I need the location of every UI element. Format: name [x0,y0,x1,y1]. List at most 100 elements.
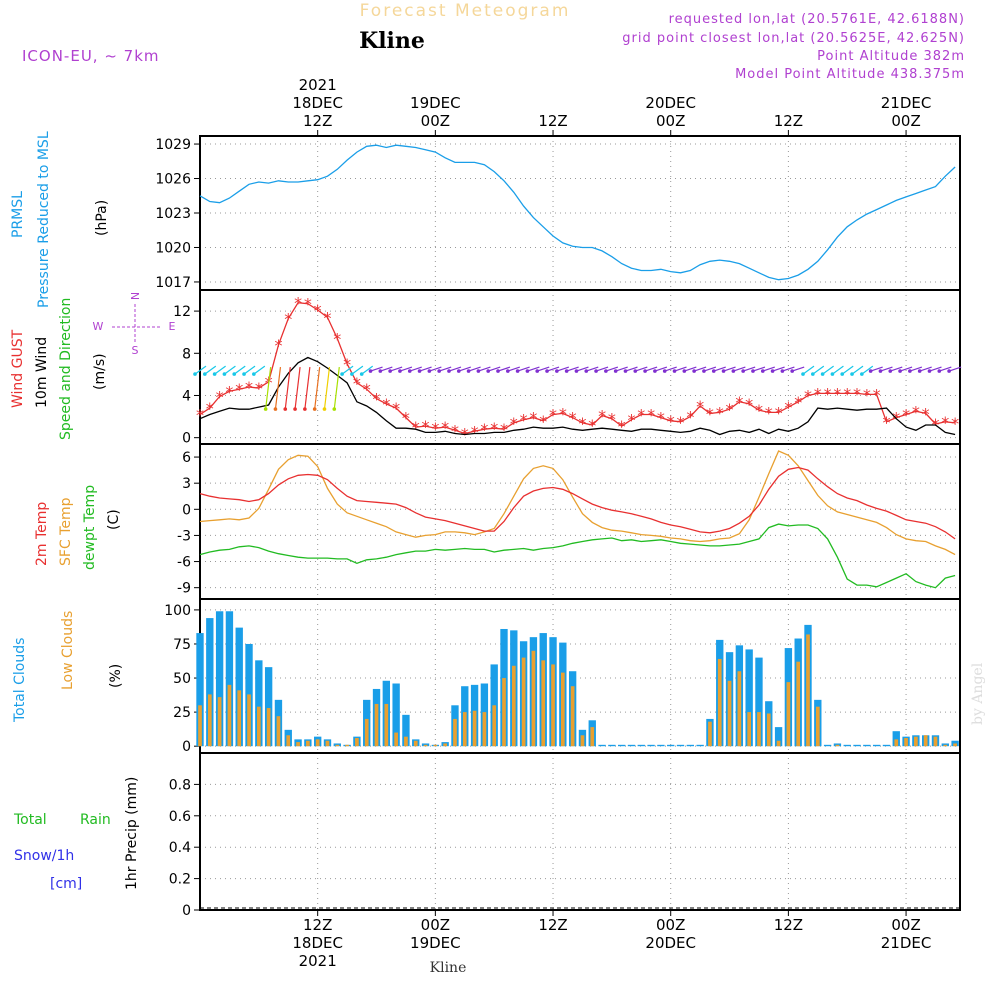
wind-arrow-head [702,369,706,373]
total-cloud-bar [696,744,704,747]
pressure-panel: 1017 1020 1023 1026 1029 [155,135,961,291]
total-cloud-bar [872,744,881,747]
requested-point: requested lon,lat (20.5761E, 42.6188N) [669,12,965,27]
temp-labels: 2m Temp SFC Temp dewpt Temp (C) [34,485,122,570]
low-cloud-bar [286,735,291,747]
gust-marker: * [471,422,479,441]
time-label-top: 12Z [538,112,567,130]
gust-marker: * [255,379,263,398]
gust-marker: * [902,405,910,424]
wind-arrow [361,365,374,375]
total-cloud-bar [667,744,675,747]
wind-arrow [693,366,707,372]
wind-arrow [253,365,266,375]
wind-arrow-head [594,369,598,373]
wind-arrow-head [917,369,922,373]
wind-compass: N S W E [93,292,176,357]
wind-arrow-head [252,372,256,376]
gust-marker: * [520,411,528,430]
wind-label-gust: Wind GUST [10,329,26,408]
wind-arrow [684,366,697,372]
wind-arrow-head [860,372,864,376]
wind-arrow-head [555,369,559,373]
y-tick-label: 1023 [155,206,191,222]
wind-arrow [625,366,638,372]
low-cloud-bar [462,712,467,747]
y-tick-label: 25 [173,705,191,721]
time-label-bottom: 18DEC [292,934,343,952]
total-cloud-bar [823,744,832,747]
wind-arrow [851,365,864,375]
wind-arrow [703,366,717,372]
wind-arrow [194,365,207,375]
wind-arrow [772,366,785,372]
low-cloud-bar [551,664,555,747]
wind-arrow [595,366,609,372]
total-cloud-bar [627,744,636,747]
wind-arrow [294,367,301,410]
total-cloud-bar [255,660,263,747]
low-cloud-bar [227,684,232,747]
low-cloud-bar [482,712,487,747]
gust-marker: * [608,410,616,429]
low-cloud-bar [315,739,320,747]
wind-speed-line [199,356,956,436]
gust-marker: * [657,409,665,428]
wind-unit: (m/s) [92,353,108,390]
y-tick-label: -3 [177,528,191,544]
precip-panel: 0 0.2 0.4 0.6 0.8 [169,752,961,919]
y-tick-label: 0.8 [169,777,191,793]
wind-arrow [409,366,422,372]
wind-arrow-head [633,369,638,373]
wind-arrow-head [868,369,873,373]
y-tick-label: 1026 [155,172,191,188]
wind-arrow-head [613,369,618,373]
low-cloud-bar [590,727,595,747]
wind-arrow-head [840,372,845,376]
low-cloud-bar [541,660,546,747]
low-cloud-bar [796,661,801,747]
t2m-line [199,466,956,540]
precip-label-total: Total [13,812,47,828]
cloud-label-low: Low Clouds [60,611,76,690]
gust-marker: * [853,384,861,403]
wind-arrow-head [878,369,883,373]
wind-arrow [224,365,236,375]
wind-arrow [546,366,560,372]
wind-arrow-head [417,369,422,373]
time-label-bottom: 00Z [891,916,920,934]
gust-marker: * [216,388,224,407]
wind-arrow [204,365,217,375]
wind-arrow-head [332,407,337,411]
wind-arrow [370,366,383,372]
gust-marker: * [637,405,645,424]
low-cloud-bar [472,710,477,747]
low-cloud-bar [453,718,457,747]
wind-arrow [507,366,520,372]
wind-arrow-head [623,369,628,373]
gust-marker: * [343,355,351,374]
y-tick-label: 1017 [155,275,191,291]
low-cloud-bar [953,743,957,747]
wind-arrow-head [898,369,902,373]
wind-arrow-head [692,369,696,373]
wind-arrow-head [368,369,373,373]
low-cloud-bar [266,708,271,747]
y-tick-label: 3 [182,476,191,492]
wind-arrow [314,367,321,410]
wind-arrow [802,365,815,375]
gust-marker: * [824,384,832,403]
y-tick-label: 0 [182,739,191,755]
total-cloud-bar [225,611,234,747]
low-cloud-bar [747,712,751,747]
wind-arrow-head [801,372,805,376]
low-cloud-bar [306,740,310,747]
wind-arrow-head [378,369,383,373]
gust-marker: * [588,416,596,435]
low-cloud-bar [325,740,330,747]
wind-arrow-head [232,372,237,376]
low-cloud-bar [776,740,781,747]
point-altitude: Point Altitude 382m [817,49,965,64]
gust-marker: * [784,398,792,417]
